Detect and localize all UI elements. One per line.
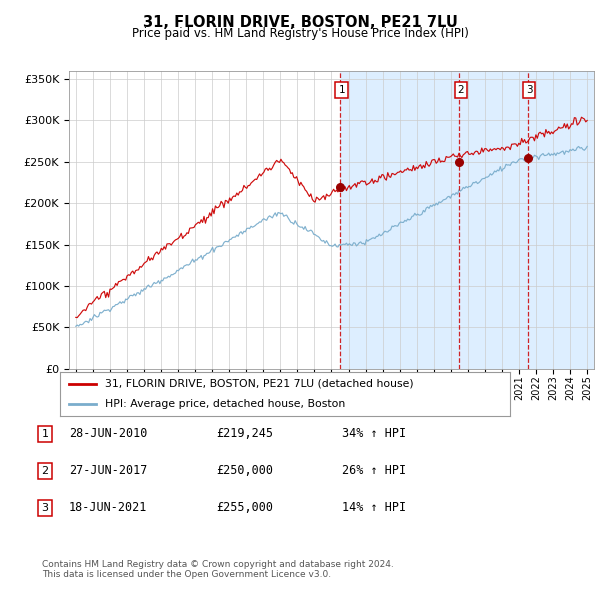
Text: 31, FLORIN DRIVE, BOSTON, PE21 7LU (detached house): 31, FLORIN DRIVE, BOSTON, PE21 7LU (deta… bbox=[105, 379, 413, 389]
Text: 27-JUN-2017: 27-JUN-2017 bbox=[69, 464, 148, 477]
Text: 1: 1 bbox=[41, 429, 49, 438]
Bar bbox=[340, 71, 596, 369]
Text: Contains HM Land Registry data © Crown copyright and database right 2024.
This d: Contains HM Land Registry data © Crown c… bbox=[42, 560, 394, 579]
Text: 2: 2 bbox=[41, 466, 49, 476]
Text: Price paid vs. HM Land Registry's House Price Index (HPI): Price paid vs. HM Land Registry's House … bbox=[131, 27, 469, 40]
Text: 1: 1 bbox=[338, 85, 345, 95]
Text: 2: 2 bbox=[458, 85, 464, 95]
Text: 34% ↑ HPI: 34% ↑ HPI bbox=[342, 427, 406, 440]
Text: 18-JUN-2021: 18-JUN-2021 bbox=[69, 502, 148, 514]
Text: 3: 3 bbox=[526, 85, 533, 95]
Text: £250,000: £250,000 bbox=[216, 464, 273, 477]
Text: 14% ↑ HPI: 14% ↑ HPI bbox=[342, 502, 406, 514]
Text: 26% ↑ HPI: 26% ↑ HPI bbox=[342, 464, 406, 477]
Text: 31, FLORIN DRIVE, BOSTON, PE21 7LU: 31, FLORIN DRIVE, BOSTON, PE21 7LU bbox=[143, 15, 457, 30]
Text: £219,245: £219,245 bbox=[216, 427, 273, 440]
Text: £255,000: £255,000 bbox=[216, 502, 273, 514]
Text: 28-JUN-2010: 28-JUN-2010 bbox=[69, 427, 148, 440]
Text: HPI: Average price, detached house, Boston: HPI: Average price, detached house, Bost… bbox=[105, 399, 345, 409]
Text: 3: 3 bbox=[41, 503, 49, 513]
